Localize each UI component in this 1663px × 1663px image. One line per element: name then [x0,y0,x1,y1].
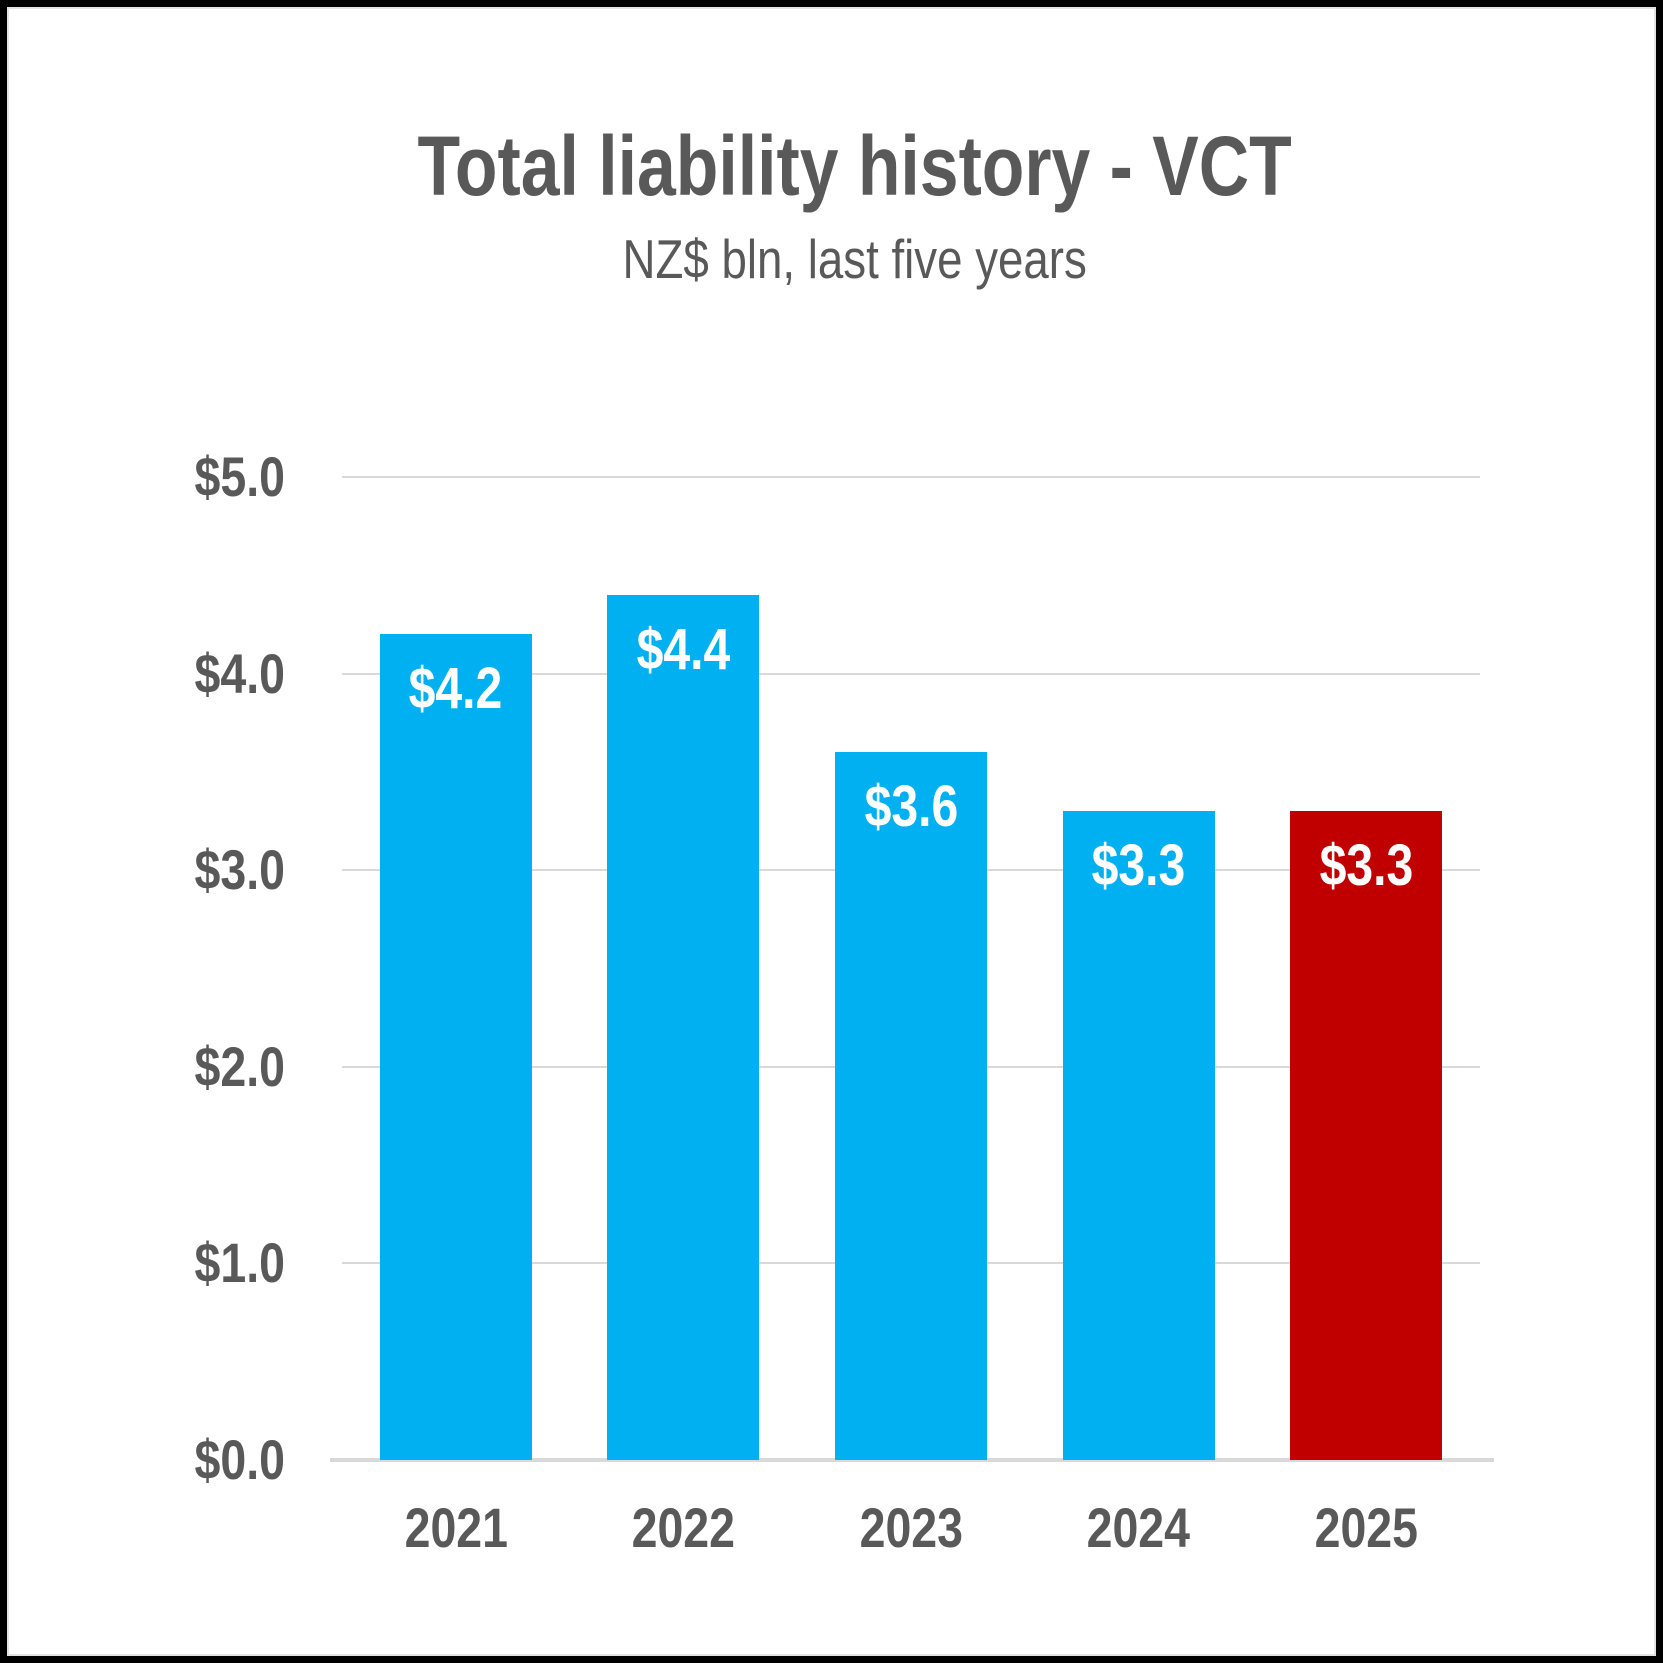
bar-slot: $4.4 [570,477,798,1460]
y-tick-label-text: $0.0 [194,1428,285,1491]
x-tick-label-text: 2024 [1086,1496,1191,1559]
bars-layer: $4.2 $4.4 $3.6 $3.3 $3.3 [342,477,1480,1460]
y-tick-label-text: $5.0 [194,445,285,508]
y-tick-label: $1.0 [60,1235,285,1291]
x-tick-label-text: 2025 [1314,1496,1418,1559]
bar-value-label-text: $3.3 [1091,833,1186,899]
bar-value-label-text: $4.2 [408,656,503,722]
y-tick-label-text: $3.0 [194,838,285,902]
plot-area: $4.2 $4.4 $3.6 $3.3 $3.3 [330,476,1494,1462]
x-axis-baseline [330,1458,1494,1462]
bar-value-label-text: $3.6 [864,774,958,840]
bar-value-label-text: $3.3 [1319,833,1414,899]
x-tick-label-2023: 2023 [797,1500,1025,1556]
x-tick-label-text: 2022 [631,1496,736,1559]
x-tick-label-text: 2021 [404,1496,508,1559]
bar-2025: $3.3 [1290,811,1443,1460]
x-axis: 2021 2022 2023 2024 2025 [342,1500,1480,1556]
y-tick-label: $0.0 [60,1432,285,1488]
x-tick-label-2021: 2021 [342,1500,570,1556]
bar-slot: $4.2 [342,477,570,1460]
chart-subtitle-text: NZ$ bln, last five years [622,228,1088,290]
y-tick-label: $4.0 [60,641,285,705]
bar-value-label: $4.4 [607,616,759,682]
bar-slot: $3.3 [1252,477,1480,1460]
y-tick-label-text: $1.0 [194,1231,285,1295]
y-tick-label-text: $2.0 [194,1034,285,1098]
bar-2021: $4.2 [379,634,532,1460]
y-tick-label: $5.0 [60,449,285,505]
gridline [342,672,1480,675]
bar-2023: $3.6 [834,752,987,1460]
chart-subtitle: NZ$ bln, last five years [47,232,1663,287]
bar-value-label-text: $4.4 [636,616,731,682]
bar-2022: $4.4 [607,594,760,1460]
bar-2024: $3.3 [1062,811,1215,1460]
gridline [342,476,1480,478]
x-tick-label-2025: 2025 [1252,1500,1480,1556]
bar-value-label: $3.3 [1063,837,1215,895]
bar-value-label: $4.2 [380,660,532,718]
chart-title: Total liability history - VCT [47,124,1663,208]
chart-title-text: Total liability history - VCT [417,119,1293,213]
x-tick-label-2022: 2022 [570,1500,798,1556]
bar-value-label: $3.3 [1290,837,1442,895]
y-tick-label: $3.0 [60,842,285,898]
bar-value-label: $3.6 [835,778,987,836]
y-tick-label: $2.0 [60,1034,285,1098]
bar-slot: $3.6 [797,477,1025,1460]
x-tick-label-text: 2023 [859,1496,963,1559]
y-tick-label-text: $4.0 [194,641,285,705]
bar-slot: $3.3 [1025,477,1253,1460]
x-tick-label-2024: 2024 [1025,1500,1253,1556]
